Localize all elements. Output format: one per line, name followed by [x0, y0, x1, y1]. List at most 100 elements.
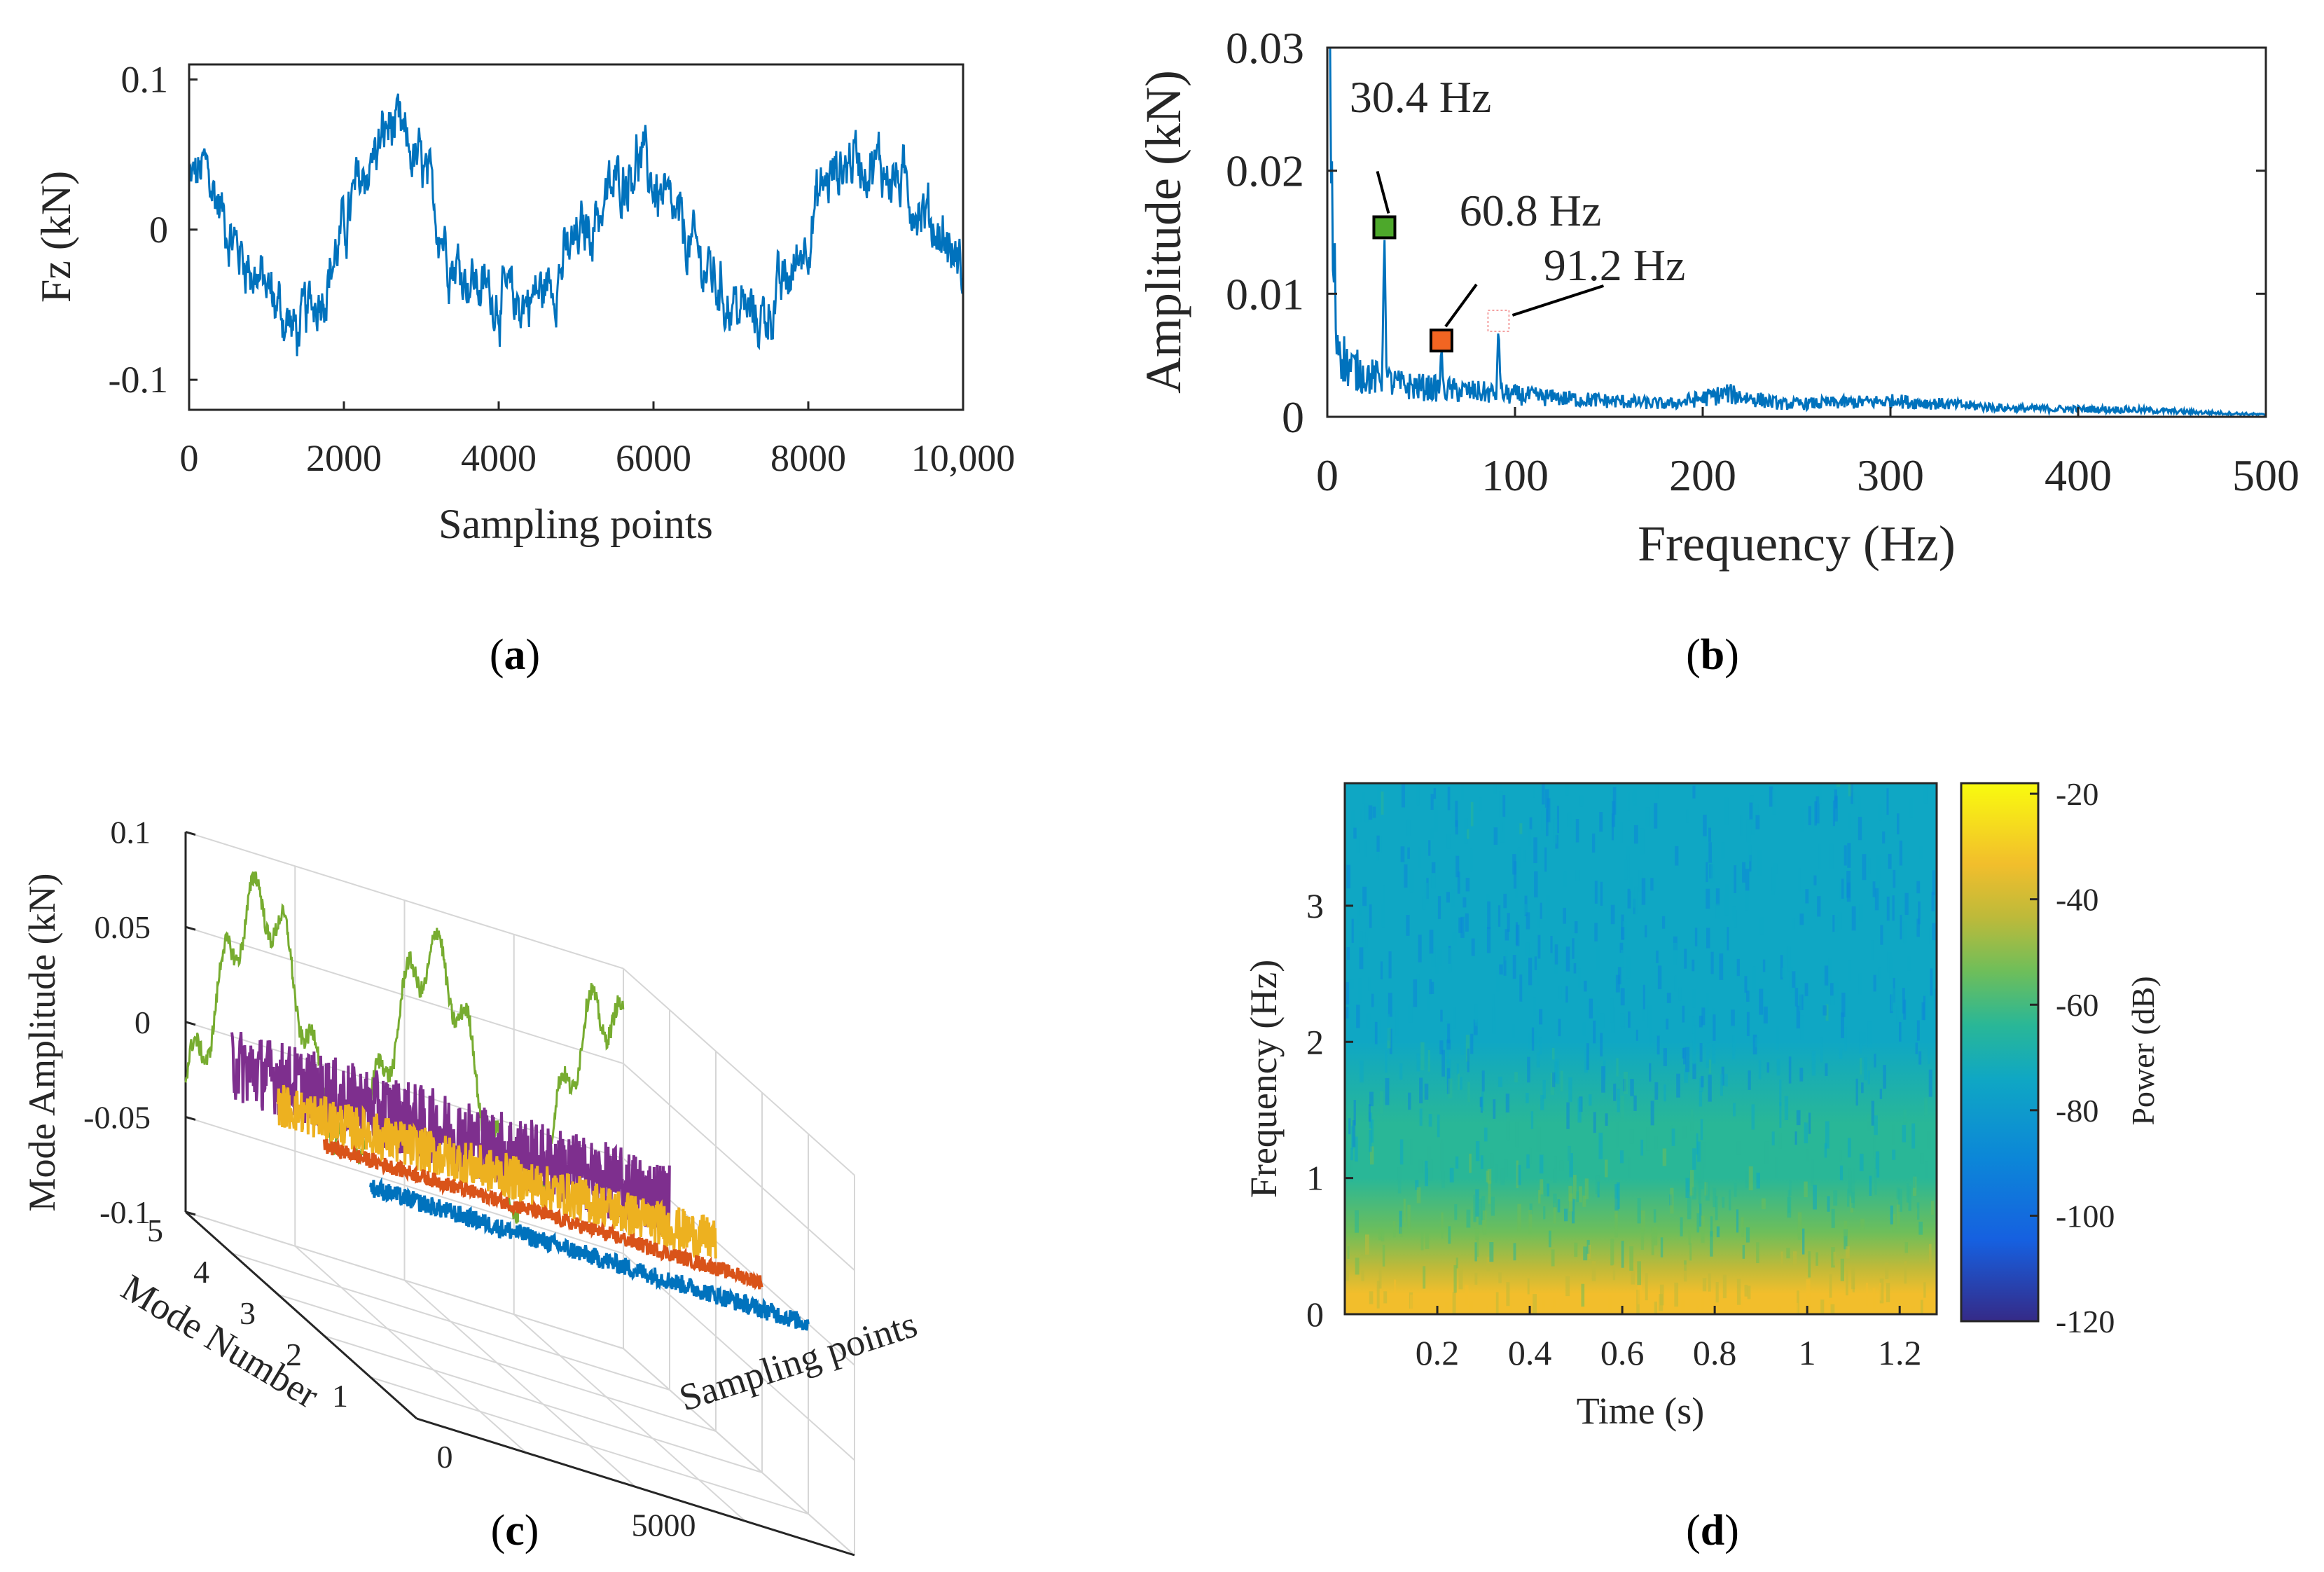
spectrogram-speckle [1824, 965, 1829, 986]
spectrogram-speckle [1859, 1153, 1864, 1171]
spectrogram-speckle [1923, 1282, 1926, 1298]
spectrogram-speckle [1888, 853, 1892, 869]
spectrogram-speckle [1794, 988, 1799, 1007]
spectrogram-speckle [1634, 886, 1638, 915]
spectrogram-speckle [1745, 883, 1749, 911]
spectrogram-speckle [1351, 811, 1355, 829]
spectrogram-speckle [1399, 1211, 1402, 1234]
spectrogram-speckle [1554, 957, 1558, 974]
spectrogram-speckle [1896, 1204, 1900, 1229]
spectrogram-speckle [1886, 1283, 1890, 1302]
spectrogram-speckle [1499, 791, 1503, 818]
spectrogram-speckle [1416, 1187, 1421, 1204]
spectrogram-speckle [1699, 1042, 1703, 1062]
spectrogram-speckle [1712, 1044, 1716, 1064]
spectrogram-speckle [1847, 1138, 1851, 1158]
spectrogram-speckle [1815, 1252, 1818, 1266]
spectrogram-speckle [1591, 1261, 1596, 1281]
spectrogram-speckle [1708, 842, 1713, 863]
spectrogram-speckle [1708, 1075, 1712, 1102]
spectrogram-speckle [1682, 1126, 1687, 1139]
panel-a-xtick-label: 10,000 [911, 437, 1016, 479]
spectrogram-speckle [1724, 1306, 1727, 1314]
spectrogram-speckle [1583, 1246, 1588, 1261]
spectrogram-speckle [1475, 1141, 1480, 1161]
spectrogram-speckle [1620, 950, 1624, 968]
spectrogram-speckle [1642, 984, 1645, 1009]
spectrogram-speckle [1864, 1057, 1867, 1081]
spectrogram-speckle [1586, 1043, 1589, 1070]
spectrogram-speckle [1629, 877, 1633, 891]
spectrogram-speckle [1369, 1291, 1374, 1304]
spectrogram-speckle [1514, 1072, 1518, 1083]
panel-d-ticks: 0.2 0.4 0.6 0.8 1 1.2 0 1 2 3 [1306, 886, 1921, 1372]
spectrogram-speckle [1596, 1006, 1600, 1026]
spectrogram-speckle [1485, 1305, 1488, 1314]
panel-b-xlabel: Frequency (Hz) [1638, 516, 1956, 572]
spectrogram-speckle [1466, 1209, 1471, 1228]
spectrogram-speckle [1548, 1230, 1551, 1248]
spectrogram-speckle [1702, 1278, 1707, 1292]
spectrogram-speckle [1867, 1021, 1872, 1048]
spectrogram-speckle [1559, 1160, 1564, 1171]
spectrogram-speckle [1911, 1305, 1915, 1314]
spectrogram-speckle [1376, 1281, 1380, 1309]
spectrogram-speckle [1847, 1188, 1850, 1207]
spectrogram-speckle [1732, 906, 1736, 921]
spectrogram-speckle [1659, 1294, 1664, 1311]
spectrogram-speckle [1630, 1079, 1634, 1096]
panel-c-grid-line [513, 1314, 746, 1522]
spectrogram-speckle [1650, 878, 1654, 891]
spectrogram-speckle [1530, 1111, 1534, 1129]
spectrogram-speckle [1651, 1227, 1654, 1255]
spectrogram-speckle [1769, 786, 1773, 807]
spectrogram-speckle [1447, 1023, 1451, 1044]
spectrogram-speckle [1836, 783, 1841, 787]
spectrogram-speckle [1751, 822, 1755, 835]
panel-d-xtick-label: 0.8 [1693, 1333, 1737, 1372]
spectrogram-speckle [1858, 795, 1861, 822]
spectrogram-speckle [1425, 1160, 1428, 1187]
spectrogram-speckle [1487, 901, 1491, 930]
spectrogram-speckle [1699, 1091, 1703, 1107]
spectrogram-speckle [1488, 1180, 1491, 1204]
panel-a-ticks: 0 2000 4000 6000 8000 10,000 -0.1 0 0.1 [109, 58, 1016, 479]
spectrogram-speckle [1886, 896, 1890, 921]
spectrogram-speckle [1879, 1278, 1884, 1304]
spectrogram-speckle [1811, 1159, 1814, 1186]
spectrogram-speckle [1577, 1097, 1582, 1123]
spectrogram-speckle [1448, 1226, 1451, 1244]
panel-b-xtick-label: 500 [2232, 450, 2299, 500]
spectrogram-speckle [1540, 1095, 1544, 1110]
spectrogram-speckle [1713, 1014, 1716, 1041]
panel-b-ytick-label: 0.02 [1226, 146, 1304, 196]
spectrogram-speckle [1476, 1236, 1479, 1257]
spectrogram-speckle [1383, 885, 1385, 909]
spectrogram-speckle [1928, 1047, 1930, 1064]
spectrogram-speckle [1474, 1228, 1479, 1241]
spectrogram-speckle [1918, 1221, 1923, 1235]
spectrogram-speckle [1692, 1187, 1696, 1200]
spectrogram-speckle [1685, 1178, 1690, 1198]
spectrogram-speckle [1772, 789, 1776, 815]
spectrogram-speckle [1565, 1276, 1570, 1297]
spectrogram-speckle [1744, 1284, 1748, 1297]
spectrogram-speckle [1696, 1133, 1699, 1155]
spectrogram-speckle [1399, 1063, 1403, 1080]
spectrogram-speckle [1507, 913, 1510, 932]
spectrogram-speckle [1892, 1124, 1895, 1145]
panel-b-xtick-label: 0 [1316, 450, 1339, 500]
panel-c-zlabel: Mode Amplitude (kN) [21, 874, 63, 1212]
spectrogram-speckle [1469, 1153, 1472, 1173]
spectrogram-speckle [1701, 1215, 1705, 1243]
spectrogram-speckle [1612, 787, 1617, 815]
spectrogram-speckle [1666, 1019, 1669, 1030]
spectrogram-speckle [1610, 783, 1613, 795]
spectrogram-speckle [1610, 998, 1614, 1023]
spectrogram-speckle [1371, 1119, 1374, 1143]
spectrogram-speckle [1825, 1063, 1828, 1076]
spectrogram-speckle [1839, 883, 1841, 901]
spectrogram-speckle [1539, 1154, 1544, 1174]
spectrogram-speckle [1519, 974, 1523, 1002]
spectrogram-speckle [1372, 806, 1376, 818]
